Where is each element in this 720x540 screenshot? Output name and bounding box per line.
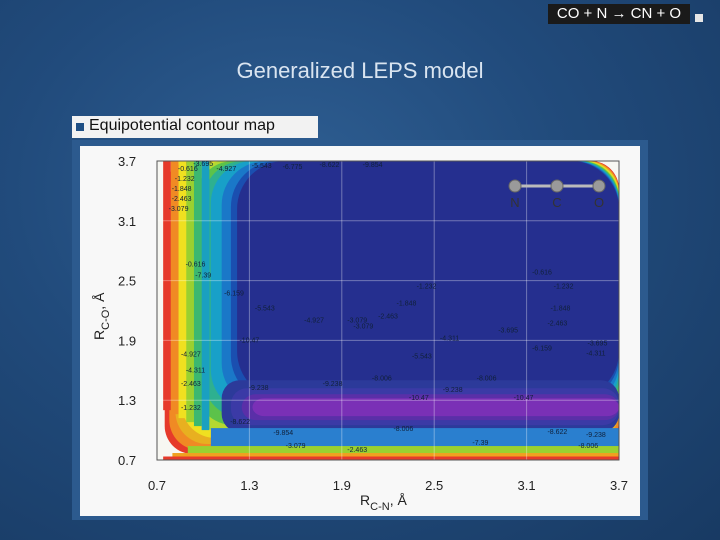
wall-band <box>201 161 210 431</box>
contour-value-label: -4.311 <box>186 367 205 374</box>
contour-value-label: -10.47 <box>239 337 259 344</box>
atom-O <box>592 179 606 193</box>
contour-value-label: -3.079 <box>169 206 189 213</box>
contour-value-label: -3.079 <box>347 317 367 324</box>
atom-C <box>550 179 564 193</box>
atom-label: N <box>510 195 519 210</box>
bullet-row: Equipotential contour map <box>72 116 318 138</box>
wall-band <box>163 161 171 411</box>
wall-band <box>186 161 194 423</box>
contour-value-label: -1.232 <box>181 405 201 412</box>
contour-value-label: -8.006 <box>372 375 392 382</box>
contour-value-label: -8.006 <box>477 375 497 382</box>
contour-value-label: -2.463 <box>347 447 367 454</box>
contour-value-label: -0.616 <box>178 166 198 173</box>
cn-valley-band <box>187 446 620 455</box>
contour-value-label: -0.616 <box>186 262 206 269</box>
wall-band <box>170 161 179 415</box>
wall-band <box>178 161 187 419</box>
contour-value-label: -1.848 <box>551 306 571 313</box>
contour-value-label: -0.616 <box>532 270 552 277</box>
reaction-label: CO + N → CN + O <box>548 4 690 24</box>
x-tick-label: 3.7 <box>610 478 628 493</box>
y-tick-label: 2.5 <box>118 274 136 289</box>
contour-value-label: -9.854 <box>273 430 293 437</box>
contour-value-label: -9.238 <box>249 385 269 392</box>
contour-value-label: -4.927 <box>181 351 201 358</box>
contour-value-label: -9.238 <box>323 381 343 388</box>
contour-value-label: -6.159 <box>532 345 552 352</box>
page-title: Generalized LEPS model <box>236 58 484 83</box>
contour-value-label: -7.39 <box>472 440 488 447</box>
y-axis-label: RC-O, Å <box>91 292 112 340</box>
cn-valley-band <box>163 456 619 460</box>
x-tick-label: 1.3 <box>240 478 258 493</box>
contour-value-label: -1.232 <box>554 284 574 291</box>
bullet-icon <box>76 123 84 131</box>
x-tick-label: 2.5 <box>425 478 443 493</box>
cn-valley-band <box>172 453 619 458</box>
contour-value-label: -2.463 <box>172 196 192 203</box>
contour-value-label: -6.775 <box>283 164 303 171</box>
contour-value-label: -3.079 <box>286 443 306 450</box>
bullet-text: Equipotential contour map <box>89 117 275 134</box>
contour-value-label: -5.543 <box>412 353 432 360</box>
contour-value-label: -4.927 <box>304 317 324 324</box>
contour-value-label: -1.232 <box>175 176 195 183</box>
x-tick-label: 1.9 <box>333 478 351 493</box>
contour-value-label: -7.39 <box>195 273 211 280</box>
contour-value-label: -1.232 <box>417 284 437 291</box>
contour-value-label: -3.695 <box>498 327 518 334</box>
contour-value-label: -2.463 <box>378 313 398 320</box>
x-axis-label: RC-N, Å <box>360 492 407 513</box>
contour-value-label: -4.311 <box>440 335 459 342</box>
contour-value-label: -1.848 <box>172 186 192 193</box>
contour-band <box>237 161 619 400</box>
contour-value-label: -9.238 <box>443 387 463 394</box>
atom-label: O <box>594 195 604 210</box>
y-tick-label: 1.3 <box>118 393 136 408</box>
grid-lines <box>156 160 620 461</box>
contour-value-label: -8.622 <box>230 419 250 426</box>
y-tick-label: 3.1 <box>118 214 136 229</box>
contour-value-label: -2.463 <box>181 381 201 388</box>
contour-value-label: -4.927 <box>216 166 236 173</box>
contour-labels: -0.616-1.232-1.848-2.463-3.079-3.695-4.9… <box>169 161 608 454</box>
contour-value-label: -8.006 <box>393 426 413 433</box>
contour-value-label: -4.311 <box>586 350 605 357</box>
contour-value-label: -5.543 <box>255 306 275 313</box>
contour-value-label: -3.695 <box>588 340 608 347</box>
contour-value-label: -2.463 <box>547 320 567 327</box>
axes: 0.7 1.3 1.9 2.5 3.1 3.7 3.7 3.1 2.5 1.9 1.3 0.7 RC-N… <box>91 154 628 513</box>
contour-value-label: -10.47 <box>514 395 534 402</box>
contour-value-label: -10.47 <box>409 395 429 402</box>
contour-value-label: -9.238 <box>586 432 606 439</box>
contour-value-label: -1.848 <box>397 301 417 308</box>
y-tick-label: 1.9 <box>118 333 136 348</box>
contour-value-label: -8.006 <box>578 443 598 450</box>
contour-value-label: -3.079 <box>353 323 373 330</box>
corner-square <box>695 14 703 22</box>
contour-value-label: -8.622 <box>547 429 567 436</box>
contour-value-label: -9.854 <box>363 162 383 169</box>
cn-valley-band <box>210 428 619 449</box>
plot-frame <box>156 160 620 461</box>
co-valley-band <box>252 398 620 417</box>
x-tick-label: 0.7 <box>148 478 166 493</box>
atom-N <box>508 179 522 193</box>
atom-label: C <box>552 195 561 210</box>
contour-value-label: -6.159 <box>224 291 244 298</box>
x-tick-label: 3.1 <box>518 478 536 493</box>
y-tick-label: 0.7 <box>118 453 136 468</box>
contour-bands <box>157 161 620 460</box>
wall-band <box>193 161 202 427</box>
contour-value-label: -3.695 <box>193 161 213 168</box>
contour-value-label: -5.543 <box>252 163 272 170</box>
y-tick-label: 3.7 <box>118 154 136 169</box>
contour-value-label: -8.622 <box>320 162 340 169</box>
